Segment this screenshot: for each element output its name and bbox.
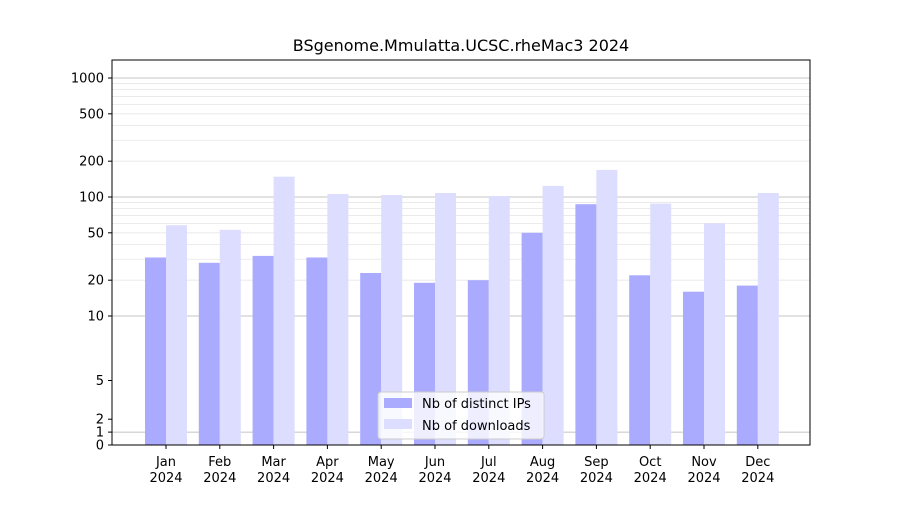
- bar-downloads: [596, 169, 618, 445]
- x-tick-label-month: May: [368, 455, 395, 470]
- bar-downloads: [757, 193, 779, 445]
- x-tick-label-year: 2024: [687, 471, 720, 486]
- y-tick-label: 50: [87, 226, 104, 241]
- y-tick-label: 0: [96, 439, 104, 454]
- y-tick-label: 1000: [71, 72, 104, 87]
- plot-frame: [111, 59, 811, 446]
- legend-swatch-distinct-ips: [384, 398, 412, 408]
- y-tick-label: 500: [79, 107, 104, 122]
- y-tick-label: 200: [79, 155, 104, 170]
- x-tick-label-month: Jul: [480, 455, 497, 470]
- x-tick-label-month: Apr: [316, 455, 339, 470]
- bar-distinct-ips: [360, 273, 382, 445]
- y-axis: 012 5 10 20 50 100 200 500 1000: [71, 72, 112, 454]
- x-tick-label-year: 2024: [526, 471, 559, 486]
- legend-label-distinct-ips: Nb of distinct IPs: [422, 397, 531, 412]
- x-tick-label-month: Oct: [639, 455, 661, 470]
- bar-downloads: [542, 185, 564, 445]
- bar-downloads: [488, 196, 510, 445]
- y-tick-label: 10: [87, 310, 104, 325]
- legend-label-downloads: Nb of downloads: [422, 419, 531, 434]
- bar-downloads: [435, 193, 456, 445]
- bar-distinct-ips: [736, 285, 758, 445]
- x-tick-label-month: Dec: [745, 455, 770, 470]
- bar-downloads: [219, 229, 241, 445]
- x-tick-label-month: Jun: [424, 455, 445, 470]
- x-axis: Jan2024Feb2024Mar2024Apr2024May2024Jun20…: [149, 445, 774, 486]
- x-tick-label-year: 2024: [365, 471, 398, 486]
- bar-downloads: [381, 195, 403, 445]
- x-tick-label-year: 2024: [741, 471, 774, 486]
- bar-downloads: [704, 223, 725, 445]
- bar-distinct-ips: [629, 275, 651, 445]
- bars-layer: [145, 169, 779, 445]
- x-tick-label-year: 2024: [149, 471, 182, 486]
- legend-swatch-downloads: [384, 419, 412, 429]
- x-tick-label-year: 2024: [634, 471, 667, 486]
- y-tick-label: 2: [96, 413, 104, 428]
- bar-distinct-ips: [145, 257, 166, 445]
- x-tick-label-month: Sep: [584, 455, 609, 470]
- x-tick-label-month: Aug: [530, 455, 555, 470]
- x-tick-label-year: 2024: [472, 471, 505, 486]
- x-tick-label-year: 2024: [418, 471, 451, 486]
- x-tick-label-year: 2024: [580, 471, 613, 486]
- x-tick-label-year: 2024: [257, 471, 290, 486]
- bar-downloads: [327, 194, 349, 445]
- chart-title: BSgenome.Mmulatta.UCSC.rheMac3 2024: [293, 36, 629, 55]
- bar-distinct-ips: [683, 291, 704, 445]
- legend-box: [377, 391, 545, 440]
- legend: Nb of distinct IPs Nb of downloads: [377, 391, 545, 440]
- y-tick-label: 1: [96, 426, 104, 441]
- bar-distinct-ips: [575, 204, 597, 445]
- x-tick-label-month: Nov: [691, 455, 717, 470]
- bar-downloads: [273, 176, 295, 445]
- y-tick-label: 100: [79, 191, 104, 206]
- x-tick-label-year: 2024: [311, 471, 344, 486]
- bar-distinct-ips: [306, 257, 328, 445]
- bar-distinct-ips: [252, 255, 274, 445]
- x-tick-label-year: 2024: [203, 471, 236, 486]
- x-tick-label-month: Jan: [155, 455, 176, 470]
- x-tick-label-month: Mar: [261, 455, 286, 470]
- x-tick-label-month: Feb: [208, 455, 231, 470]
- bar-downloads: [166, 225, 187, 445]
- y-tick-label: 20: [87, 274, 104, 289]
- bar-distinct-ips: [198, 262, 220, 445]
- bar-downloads: [650, 203, 672, 445]
- y-tick-label: 5: [96, 374, 104, 389]
